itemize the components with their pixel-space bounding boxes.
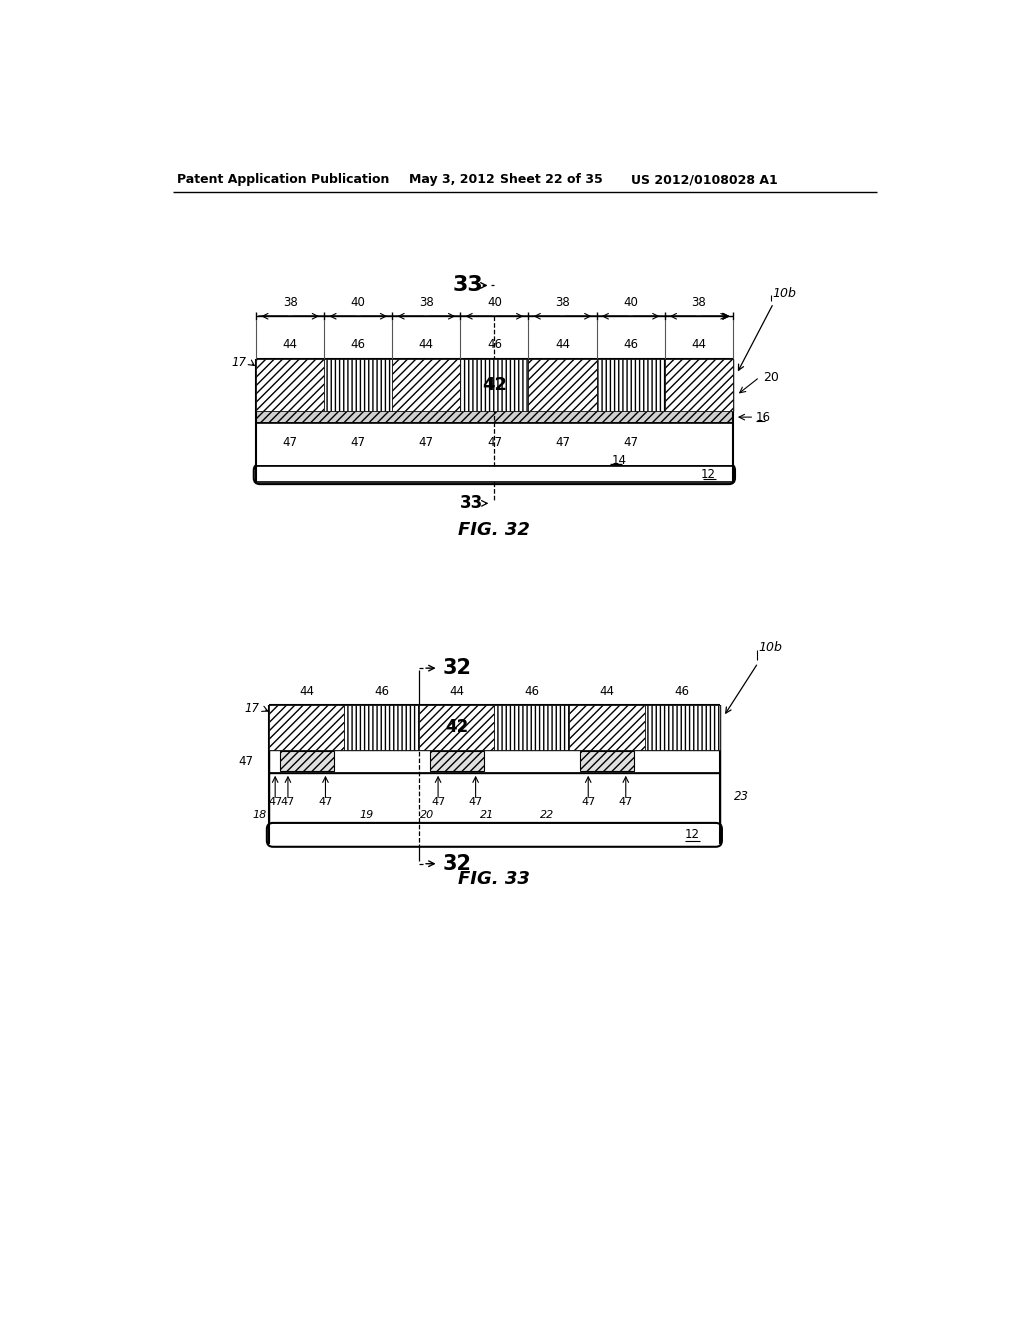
Text: 20: 20 xyxy=(764,371,779,384)
Bar xyxy=(256,466,733,482)
Bar xyxy=(569,705,644,750)
Text: 19: 19 xyxy=(359,809,374,820)
Text: 38: 38 xyxy=(555,296,569,309)
Text: 32: 32 xyxy=(442,659,471,678)
Text: Patent Application Publication: Patent Application Publication xyxy=(177,173,389,186)
FancyBboxPatch shape xyxy=(267,822,722,847)
Text: 47: 47 xyxy=(618,797,633,807)
Bar xyxy=(419,705,495,750)
Text: US 2012/0108028 A1: US 2012/0108028 A1 xyxy=(631,173,778,186)
Text: 21: 21 xyxy=(480,809,494,820)
Text: 47: 47 xyxy=(318,797,333,807)
Text: 22: 22 xyxy=(540,809,554,820)
Text: 47: 47 xyxy=(239,755,254,768)
Text: 40: 40 xyxy=(487,296,502,309)
Text: 47: 47 xyxy=(281,797,295,807)
Text: 47: 47 xyxy=(431,797,445,807)
Text: 14: 14 xyxy=(610,751,626,764)
Text: 38: 38 xyxy=(283,296,298,309)
Text: 44: 44 xyxy=(450,685,464,698)
Text: 47: 47 xyxy=(469,797,482,807)
Text: 46: 46 xyxy=(675,685,689,698)
Bar xyxy=(580,751,634,771)
Text: 47: 47 xyxy=(555,436,570,449)
Bar xyxy=(344,705,419,750)
Text: 46: 46 xyxy=(350,338,366,351)
Text: 17: 17 xyxy=(231,356,247,370)
Bar xyxy=(269,750,720,774)
Text: 38: 38 xyxy=(691,296,706,309)
Text: 44: 44 xyxy=(691,338,707,351)
Bar xyxy=(392,359,461,411)
Text: 14: 14 xyxy=(611,454,627,467)
Text: 33: 33 xyxy=(452,276,483,296)
Text: May 3, 2012: May 3, 2012 xyxy=(410,173,495,186)
Bar xyxy=(665,359,733,411)
Text: 46: 46 xyxy=(524,685,540,698)
Text: 42: 42 xyxy=(445,718,468,737)
Text: 12: 12 xyxy=(700,467,716,480)
Text: 18: 18 xyxy=(253,809,267,820)
Text: FIG. 33: FIG. 33 xyxy=(459,870,530,888)
Bar xyxy=(269,705,344,750)
Text: 16: 16 xyxy=(300,756,313,767)
Text: 16: 16 xyxy=(756,411,771,424)
Text: FIG. 32: FIG. 32 xyxy=(459,521,530,540)
Text: 46: 46 xyxy=(623,338,638,351)
Bar xyxy=(269,774,720,825)
Bar xyxy=(256,424,733,466)
Text: 40: 40 xyxy=(351,296,366,309)
Text: 10b: 10b xyxy=(758,640,782,653)
Text: 16: 16 xyxy=(600,756,613,767)
Text: 38: 38 xyxy=(419,296,434,309)
Text: 40: 40 xyxy=(624,296,638,309)
Text: 33: 33 xyxy=(460,495,483,512)
Bar xyxy=(430,751,484,771)
Text: 47: 47 xyxy=(419,436,434,449)
Bar xyxy=(256,411,733,424)
Bar xyxy=(461,359,528,411)
Bar xyxy=(256,359,325,411)
Text: 44: 44 xyxy=(599,685,614,698)
Text: 44: 44 xyxy=(419,338,434,351)
Text: 44: 44 xyxy=(299,685,314,698)
Bar xyxy=(325,359,392,411)
Text: 47: 47 xyxy=(350,436,366,449)
Text: 47: 47 xyxy=(268,797,283,807)
Text: 23: 23 xyxy=(733,789,749,803)
Text: Sheet 22 of 35: Sheet 22 of 35 xyxy=(500,173,603,186)
Text: 47: 47 xyxy=(486,436,502,449)
Bar xyxy=(644,705,720,750)
Text: 16: 16 xyxy=(451,756,464,767)
Text: 46: 46 xyxy=(486,338,502,351)
Bar xyxy=(495,705,569,750)
Text: 44: 44 xyxy=(283,338,298,351)
FancyBboxPatch shape xyxy=(254,465,735,484)
Bar xyxy=(597,359,665,411)
Text: 46: 46 xyxy=(375,685,389,698)
Text: 32: 32 xyxy=(442,854,471,874)
Text: 17: 17 xyxy=(245,702,260,715)
Text: 44: 44 xyxy=(555,338,570,351)
Text: 47: 47 xyxy=(283,436,298,449)
Text: 47: 47 xyxy=(581,797,595,807)
Bar xyxy=(528,359,597,411)
Text: 12: 12 xyxy=(685,829,700,841)
Text: 10b: 10b xyxy=(772,286,796,300)
Text: 20: 20 xyxy=(420,809,434,820)
Bar xyxy=(280,751,334,771)
Text: 47: 47 xyxy=(623,436,638,449)
Text: 42: 42 xyxy=(482,376,507,393)
